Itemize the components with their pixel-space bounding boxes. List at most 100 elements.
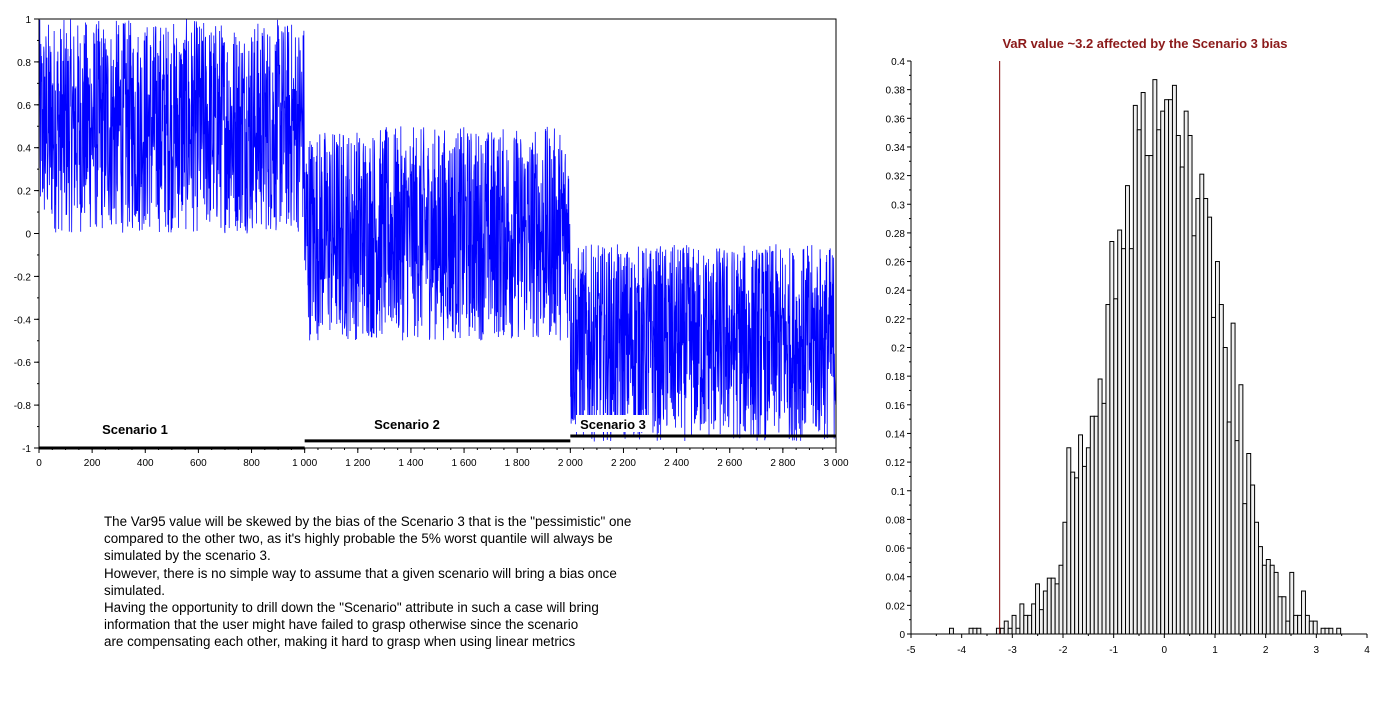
histogram-bar (1312, 620, 1318, 635)
histogram-bar (1168, 99, 1173, 635)
note-line: are compensating each other, making it h… (104, 634, 576, 650)
histogram-bar (976, 627, 982, 635)
histogram-bar (1254, 521, 1260, 635)
note-line: simulated by the scenario 3. (104, 548, 271, 564)
x-tick-label: 2 800 (770, 458, 795, 469)
x-tick-label: 0 (36, 458, 42, 469)
y-tick-label: -0.8 (14, 401, 32, 412)
histogram-bar (1109, 240, 1115, 635)
histogram-bar (1226, 421, 1232, 635)
histogram-bar (1125, 185, 1130, 635)
histogram-bar (1078, 434, 1083, 635)
y-tick-label: 0.2 (891, 344, 905, 355)
x-tick-label: -5 (907, 645, 916, 656)
y-tick-label: 0.4 (17, 144, 31, 155)
histogram-bar (1050, 577, 1056, 635)
histogram-bar (1148, 155, 1154, 635)
histogram-bar (1222, 347, 1228, 635)
signal-line (38, 19, 837, 442)
x-tick-label: 2 (1263, 645, 1269, 656)
histogram-bar (1289, 571, 1295, 635)
x-tick-label: 1 (1212, 645, 1218, 656)
histogram-bar (1023, 614, 1029, 635)
x-tick-label: 2 000 (558, 458, 583, 469)
histogram-bar (1265, 559, 1271, 635)
histogram-bar (1269, 564, 1275, 635)
histogram-bar (1179, 166, 1185, 635)
y-tick-label: 0.02 (886, 601, 906, 612)
histogram-bar (1015, 627, 1021, 635)
histogram-bar (1007, 627, 1013, 635)
histogram-bar (1038, 609, 1044, 635)
x-tick-label: 1 600 (452, 458, 477, 469)
y-tick-label: 0.12 (886, 458, 906, 469)
histogram-bar (1121, 248, 1127, 635)
histogram-bar (1058, 564, 1064, 635)
histogram-bar (1164, 99, 1170, 635)
histogram-bar (1301, 590, 1306, 635)
scenario-label: Scenario 1 (102, 422, 168, 437)
y-tick-label: 0.06 (886, 544, 906, 555)
histogram-bar (999, 627, 1005, 635)
y-tick-label: 0.24 (886, 286, 906, 297)
y-tick-label: -1 (22, 444, 31, 455)
histogram-bar (1234, 440, 1240, 635)
x-tick-label: 2 400 (664, 458, 689, 469)
histogram-bar (1136, 129, 1142, 635)
histogram-bar (1293, 614, 1299, 635)
histogram-bar (1031, 603, 1037, 635)
y-tick-label: 1 (25, 15, 31, 26)
histogram-bar (1132, 104, 1138, 635)
histogram-bar (1336, 627, 1342, 635)
histogram-bar (1054, 583, 1060, 635)
x-tick-label: -2 (1059, 645, 1068, 656)
note-line: simulated. (104, 582, 166, 598)
histogram-bar (1144, 155, 1150, 635)
note-line: compared to the other two, as it's highl… (104, 531, 613, 547)
histogram-bar (1081, 465, 1087, 635)
histogram-bar (1046, 577, 1052, 635)
x-tick-label: 2 600 (717, 458, 742, 469)
histogram-bar (1128, 248, 1134, 635)
x-tick-label: 200 (84, 458, 101, 469)
histogram-bar (1195, 198, 1201, 635)
histogram-bar (1297, 614, 1303, 635)
histogram-bar (1324, 627, 1330, 635)
scenario-signal-chart: 0 200 400 600 800 1 000 1 200 1 400 1 600 1 800 2 … (14, 15, 849, 469)
x-tick-label: 1 400 (398, 458, 423, 469)
histogram-bar (1238, 384, 1244, 635)
histogram-bar (1183, 110, 1189, 635)
histogram-bar (1187, 134, 1193, 635)
histogram-bar (1199, 173, 1205, 635)
histogram-bar (1066, 447, 1072, 635)
x-tick-label: 0 (1162, 645, 1168, 656)
y-tick-label: -0.2 (14, 272, 32, 283)
histogram-bar (1207, 216, 1213, 635)
note-line: Having the opportunity to drill down the… (104, 600, 599, 616)
x-tick-label: 400 (137, 458, 154, 469)
histogram-bar (972, 627, 978, 635)
scenario-label-background (576, 415, 650, 432)
note-line: The Var95 value will be skewed by the bi… (104, 514, 632, 529)
y-tick-label: 0.38 (886, 86, 906, 97)
histogram-bar (1211, 316, 1216, 635)
histogram-bar (1070, 471, 1076, 635)
histogram-bar (1285, 620, 1291, 635)
histogram-bar (1203, 198, 1209, 635)
x-tick-label: 1 000 (292, 458, 317, 469)
histogram-bar (1105, 304, 1111, 635)
x-tick-label: -4 (957, 645, 966, 656)
histogram-bar (1218, 304, 1224, 635)
histogram-bar (1156, 129, 1162, 635)
x-tick-label: 3 000 (823, 458, 848, 469)
x-tick-label: 4 (1364, 645, 1370, 656)
histogram-bar (1074, 477, 1080, 635)
scenario-label: Scenario 2 (374, 417, 440, 432)
histogram-bar (1277, 596, 1283, 635)
y-tick-label: 0.26 (886, 258, 906, 269)
histogram-bar (1171, 84, 1177, 635)
note-line: information that the user might have fai… (104, 617, 579, 633)
histogram-bar (1003, 620, 1009, 635)
histogram-bar (949, 627, 954, 635)
histogram-bar (1117, 229, 1123, 635)
